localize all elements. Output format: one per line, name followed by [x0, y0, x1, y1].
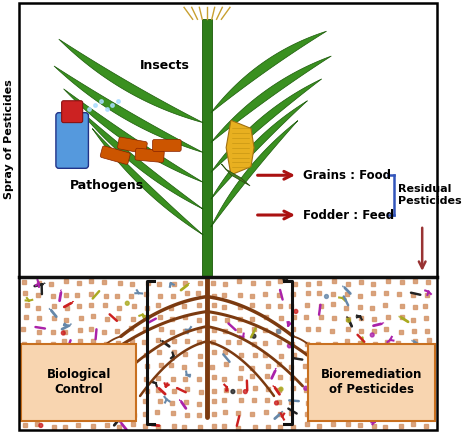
Circle shape: [287, 344, 292, 348]
Text: Residual
Pesticides: Residual Pesticides: [398, 184, 462, 206]
Polygon shape: [64, 89, 203, 182]
Circle shape: [277, 330, 281, 333]
Circle shape: [304, 386, 308, 390]
Bar: [18, 3, 438, 277]
Circle shape: [69, 394, 73, 397]
Circle shape: [231, 390, 235, 394]
Circle shape: [39, 423, 43, 427]
Text: Bioremediation
of Pesticides: Bioremediation of Pesticides: [321, 368, 422, 397]
Polygon shape: [211, 101, 308, 199]
Polygon shape: [221, 164, 250, 186]
Polygon shape: [54, 66, 203, 152]
Circle shape: [279, 387, 283, 391]
FancyBboxPatch shape: [135, 148, 164, 162]
Circle shape: [310, 358, 314, 362]
Circle shape: [125, 301, 129, 305]
FancyBboxPatch shape: [309, 344, 435, 421]
Text: Biological
Control: Biological Control: [46, 368, 111, 397]
Text: Pathogens: Pathogens: [70, 179, 145, 192]
Circle shape: [310, 376, 314, 380]
FancyBboxPatch shape: [21, 344, 136, 421]
FancyBboxPatch shape: [118, 137, 147, 153]
Bar: [202, 19, 212, 277]
Circle shape: [243, 390, 247, 394]
FancyBboxPatch shape: [56, 113, 89, 168]
Text: Grains : Food: Grains : Food: [302, 169, 391, 182]
Text: Spray of Pesticides: Spray of Pesticides: [4, 79, 14, 199]
Circle shape: [325, 294, 328, 298]
Polygon shape: [211, 56, 331, 142]
Polygon shape: [78, 109, 203, 209]
Polygon shape: [211, 79, 322, 172]
Polygon shape: [59, 39, 203, 123]
Polygon shape: [211, 31, 327, 113]
Polygon shape: [92, 129, 203, 235]
Polygon shape: [226, 120, 254, 175]
Circle shape: [346, 318, 350, 322]
Bar: [18, 275, 438, 430]
Circle shape: [370, 333, 374, 337]
Circle shape: [294, 310, 298, 313]
Circle shape: [41, 415, 45, 419]
Polygon shape: [211, 121, 298, 227]
Circle shape: [274, 401, 278, 405]
Text: Fodder : Feed: Fodder : Feed: [302, 209, 394, 222]
FancyBboxPatch shape: [62, 101, 82, 123]
Circle shape: [74, 380, 78, 384]
Circle shape: [61, 331, 65, 335]
FancyBboxPatch shape: [100, 146, 130, 165]
FancyBboxPatch shape: [153, 139, 181, 152]
Text: Insects: Insects: [140, 59, 190, 72]
Circle shape: [252, 334, 256, 338]
